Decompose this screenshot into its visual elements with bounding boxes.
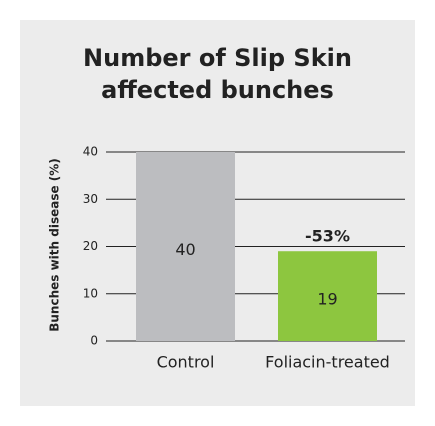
bar bbox=[278, 251, 377, 341]
y-tick-label: 30 bbox=[83, 192, 98, 206]
y-tick-label: 40 bbox=[83, 145, 98, 159]
x-tick-label: Foliacin-treated bbox=[265, 353, 390, 372]
y-axis-label: Bunches with disease (%) bbox=[48, 158, 62, 332]
x-tick-label: Control bbox=[157, 353, 215, 372]
y-tick-label: 20 bbox=[83, 239, 98, 253]
bar bbox=[136, 152, 235, 341]
value-label: 40 bbox=[175, 240, 195, 259]
y-tick-label: 0 bbox=[90, 334, 98, 348]
chart-title: Number of Slip Skin affected bunches bbox=[83, 44, 352, 104]
annotation: -53% bbox=[305, 227, 350, 246]
y-tick-label: 10 bbox=[83, 286, 98, 300]
value-label: 19 bbox=[317, 290, 337, 309]
